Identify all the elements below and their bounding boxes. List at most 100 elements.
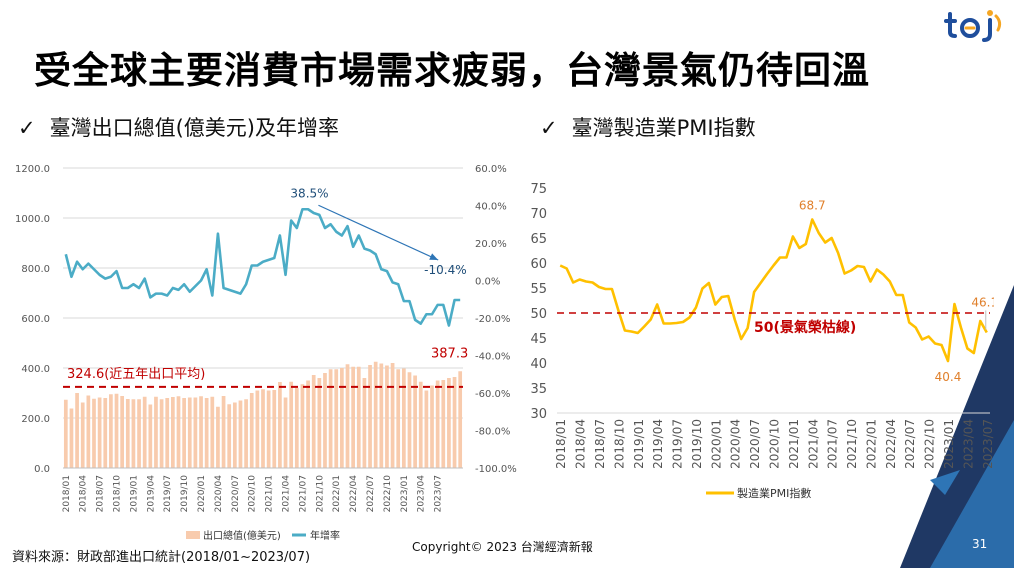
deco-triangle [930, 470, 960, 495]
export-bar [80, 402, 85, 468]
trend-arrow-head [429, 253, 439, 260]
x-tick-label: 2023/01 [942, 419, 956, 469]
export-growth-line [64, 207, 461, 327]
legend-line-label: 年增率 [310, 529, 340, 542]
export-bar [396, 369, 401, 468]
y-left-tick-label: 800.0 [21, 264, 50, 275]
x-tick-label: 2018/10 [113, 475, 123, 513]
export-bar [356, 366, 361, 468]
y-right-tick-label: -100.0% [475, 464, 517, 475]
export-bar [294, 388, 299, 468]
pmi-line [559, 218, 988, 363]
x-tick-label: 2021/10 [845, 419, 859, 469]
export-bars [63, 361, 463, 468]
export-bar [261, 389, 265, 468]
y-right-tick-label: -20.0% [475, 314, 510, 325]
x-tick-label: 2021/10 [315, 475, 325, 513]
export-bar [418, 381, 423, 468]
export-bar [165, 398, 170, 468]
pmi-annotations: 68.7 40.4 46.1 50(景氣榮枯線) [557, 199, 994, 384]
x-tick-label: 2018/07 [593, 419, 607, 469]
x-tick-label: 2023/07 [434, 475, 444, 512]
y-tick-label: 70 [530, 207, 547, 222]
x-tick-label: 2021/07 [298, 475, 308, 512]
x-tick-label: 2022/04 [884, 419, 898, 469]
pmi-peak-label: 68.7 [799, 199, 826, 213]
export-bar [430, 385, 434, 468]
y-tick-label: 50 [530, 307, 547, 322]
export-bar [109, 394, 113, 468]
export-bar [137, 399, 141, 468]
export-bar [232, 402, 237, 468]
x-tick-label: 2019/10 [180, 475, 190, 513]
export-bar [413, 375, 417, 468]
y-right-tick-label: 0.0% [475, 277, 500, 288]
export-bar [238, 400, 243, 468]
x-tick-label: 2019/01 [632, 419, 646, 469]
export-bar [114, 393, 119, 468]
x-tick-label: 2023/04 [417, 475, 427, 513]
export-legend: 出口總值(億美元) 年增率 [186, 529, 340, 542]
x-tick-label: 2022/01 [332, 475, 342, 512]
export-bar [216, 406, 220, 468]
export-bar [69, 408, 74, 468]
export-bar [249, 393, 254, 468]
x-tick-label: 2019/04 [651, 419, 665, 469]
x-tick-label: 2018/01 [62, 475, 72, 512]
export-bar [390, 363, 395, 468]
x-tick-label: 2019/01 [129, 475, 139, 512]
export-bar [447, 378, 451, 468]
growth-rate-line [64, 207, 461, 327]
export-bar [401, 368, 406, 468]
y-right-tick-label: -60.0% [475, 389, 510, 400]
y-tick-label: 65 [530, 232, 547, 247]
x-tick-label: 2022/07 [903, 419, 917, 469]
export-annotations: 324.6(近五年出口平均) 387.3 38.5% -10.4% [63, 186, 468, 388]
export-bar [75, 393, 79, 468]
export-bar [210, 396, 215, 468]
export-bar [317, 378, 322, 468]
export-bar [351, 366, 355, 468]
export-bar [373, 361, 378, 468]
x-tick-label: 2021/04 [806, 419, 820, 469]
y-right-tick-label: 60.0% [475, 164, 507, 175]
x-tick-label: 2021/04 [282, 475, 292, 513]
export-bar [306, 380, 310, 468]
export-bar [323, 373, 327, 468]
x-tick-label: 2019/07 [163, 475, 173, 512]
export-chart: 0.0 200.0 400.0 600.0 800.0 1000.0 1200.0 -100.… [15, 164, 517, 542]
export-bar [278, 382, 282, 468]
x-tick-label: 2020/10 [248, 475, 258, 513]
page-number: 31 [972, 537, 988, 551]
export-bar [142, 396, 147, 468]
x-tick-label: 2021/01 [787, 419, 801, 469]
x-tick-label: 2018/07 [96, 475, 106, 512]
y-left-tick-label: 600.0 [21, 314, 50, 325]
export-bar [125, 399, 130, 468]
x-tick-label: 2022/07 [366, 475, 376, 512]
x-tick-label: 2020/07 [231, 475, 241, 512]
x-tick-label: 2019/07 [671, 419, 685, 469]
export-bar [379, 363, 384, 468]
export-bar [334, 369, 339, 468]
subtitle-right-text: 臺灣製造業PMI指數 [571, 116, 756, 140]
export-axes: 0.0 200.0 400.0 600.0 800.0 1000.0 1200.0 -100.… [15, 164, 517, 512]
y-right-tick-label: 20.0% [475, 239, 507, 250]
last-growth-label: -10.4% [424, 263, 466, 277]
x-tick-label: 2022/04 [349, 475, 359, 513]
export-bar [340, 368, 344, 468]
export-bar [187, 397, 192, 468]
subtitle-left: ✓ 臺灣出口總值(億美元)及年增率 [18, 112, 339, 142]
export-bar [368, 365, 372, 468]
export-bar [272, 390, 277, 468]
y-tick-label: 35 [530, 382, 547, 397]
copyright-note: Copyright© 2023 台灣經濟新報 [412, 540, 593, 554]
export-bar [407, 372, 412, 468]
trend-arrow-line [318, 204, 439, 261]
y-tick-label: 75 [530, 182, 547, 197]
export-bar [193, 397, 198, 468]
pmi-last-label: 46.1 [971, 296, 994, 310]
x-tick-label: 2022/10 [383, 475, 393, 513]
x-tick-label: 2020/01 [709, 419, 723, 469]
